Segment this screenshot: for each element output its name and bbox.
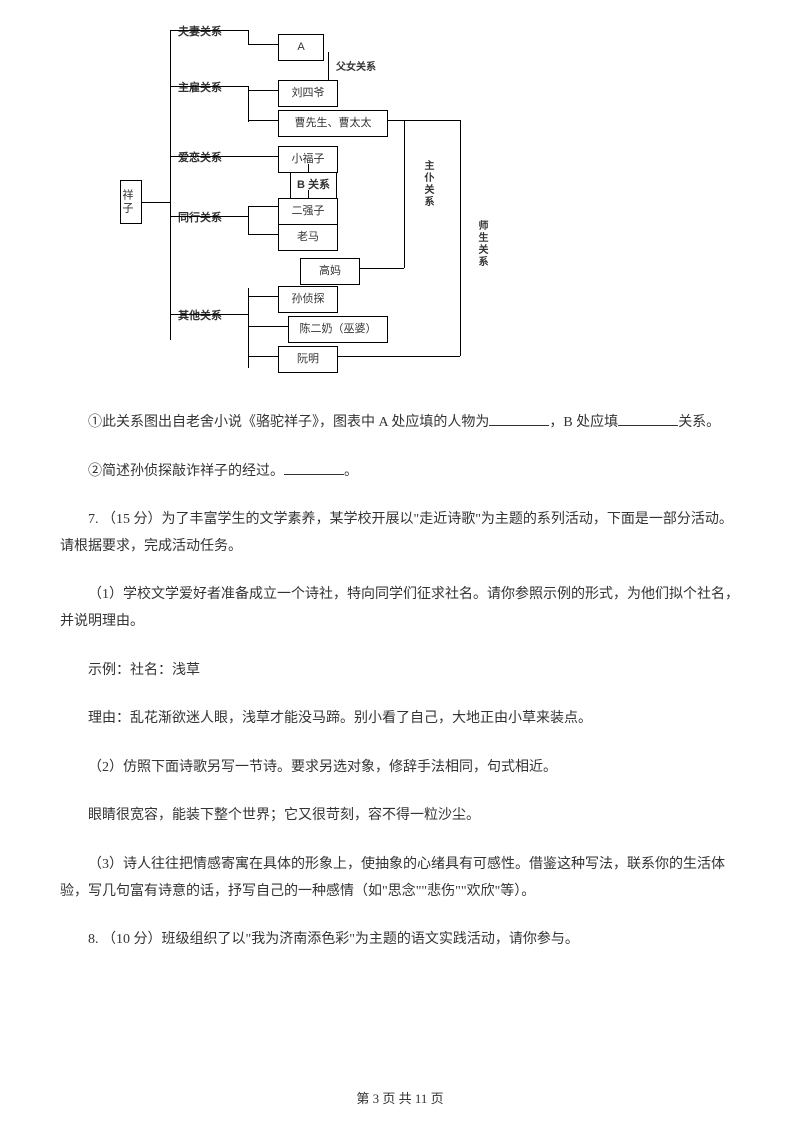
diagram-line <box>248 326 288 327</box>
node-gaoma: 高妈 <box>300 258 360 285</box>
diagram-line <box>170 86 248 87</box>
rel-label: 夫妻关系 <box>178 22 222 43</box>
relationship-diagram: 祥子 夫妻关系 A 父女关系 主雇关系 刘四爷 曹先生、曹太太 爱恋关系 小福子… <box>120 20 560 380</box>
rel-label: 师生关系 <box>472 220 491 268</box>
q7-s1: （1）学校文学爱好者准备成立一个诗社，特向同学们征求社名。请你参照示例的形式，为… <box>60 582 740 635</box>
diagram-line <box>404 120 405 268</box>
q6-part2: ②简述孙侦探敲诈祥子的经过。 。 <box>60 459 740 486</box>
diagram-line <box>248 234 278 235</box>
rel-label: 主雇关系 <box>178 78 222 99</box>
q6-p1a: ①此关系图出自老舍小说《骆驼祥子》，图表中 A 处应填的人物为 <box>88 415 489 430</box>
node-liu: 刘四爷 <box>278 80 338 107</box>
node-b-rel: B 关系 <box>290 172 337 199</box>
diagram-line <box>248 356 278 357</box>
page-footer: 第 3 页 共 11 页 <box>0 1087 800 1112</box>
node-a: A <box>278 34 324 61</box>
blank[interactable] <box>618 412 678 426</box>
node-cao: 曹先生、曹太太 <box>278 110 388 137</box>
q7-s2b: 眼睛很宽容，能装下整个世界；它又很苛刻，容不得一粒沙尘。 <box>60 803 740 830</box>
diagram-line <box>170 30 171 340</box>
root-node: 祥子 <box>120 180 142 224</box>
diagram-line <box>170 314 248 315</box>
diagram-line <box>360 268 404 269</box>
node-chen: 陈二奶（巫婆） <box>288 316 388 343</box>
node-erq: 二强子 <box>278 198 338 225</box>
blank[interactable] <box>489 412 549 426</box>
diagram-line <box>170 216 248 217</box>
diagram-line <box>328 52 329 80</box>
node-ruan: 阮明 <box>278 346 338 373</box>
rel-label: 主仆关系 <box>418 160 437 208</box>
q8-intro: 8. （10 分）班级组织了以"我为济南添色彩"为主题的语文实践活动，请你参与。 <box>60 927 740 954</box>
diagram-line <box>248 296 278 297</box>
rel-label: 同行关系 <box>178 208 222 229</box>
rel-label: 其他关系 <box>178 306 222 327</box>
rel-label: 父女关系 <box>336 58 376 77</box>
q7-s2: （2）仿照下面诗歌另写一节诗。要求另选对象，修辞手法相同，句式相近。 <box>60 755 740 782</box>
diagram-line <box>308 164 309 172</box>
q6-p2b: 。 <box>344 464 358 479</box>
q7-ex2: 理由：乱花渐欲迷人眼，浅草才能没马蹄。别小看了自己，大地正由小草来装点。 <box>60 706 740 733</box>
q7-intro: 7. （15 分）为了丰富学生的文学素养，某学校开展以"走近诗歌"为主题的系列活… <box>60 507 740 560</box>
q6-p1b: ，B 处应填 <box>549 415 618 430</box>
rel-label: 爱恋关系 <box>178 148 222 169</box>
q6-p2a: ②简述孙侦探敲诈祥子的经过。 <box>88 464 284 479</box>
q7-s3: （3）诗人往往把情感寄寓在具体的形象上，使抽象的心绪具有可感性。借鉴这种写法，联… <box>60 852 740 905</box>
q7-ex1: 示例：社名：浅草 <box>60 658 740 685</box>
diagram-line <box>142 202 170 203</box>
node-laoma: 老马 <box>278 224 338 251</box>
blank[interactable] <box>284 461 344 475</box>
diagram-line <box>170 156 248 157</box>
q6-p1c: 关系。 <box>678 415 720 430</box>
diagram-line <box>338 356 460 357</box>
diagram-line <box>460 120 461 356</box>
diagram-line <box>388 120 460 121</box>
node-sun: 孙侦探 <box>278 286 338 313</box>
diagram-line <box>248 30 249 44</box>
diagram-line <box>248 90 278 91</box>
diagram-line <box>248 206 249 234</box>
diagram-line <box>248 44 278 45</box>
diagram-line <box>248 156 278 157</box>
diagram-line <box>170 30 248 31</box>
diagram-line <box>248 86 249 122</box>
diagram-line <box>248 120 278 121</box>
diagram-line <box>248 206 278 207</box>
q6-part1: ①此关系图出自老舍小说《骆驼祥子》，图表中 A 处应填的人物为 ，B 处应填 关系。 <box>60 410 740 437</box>
